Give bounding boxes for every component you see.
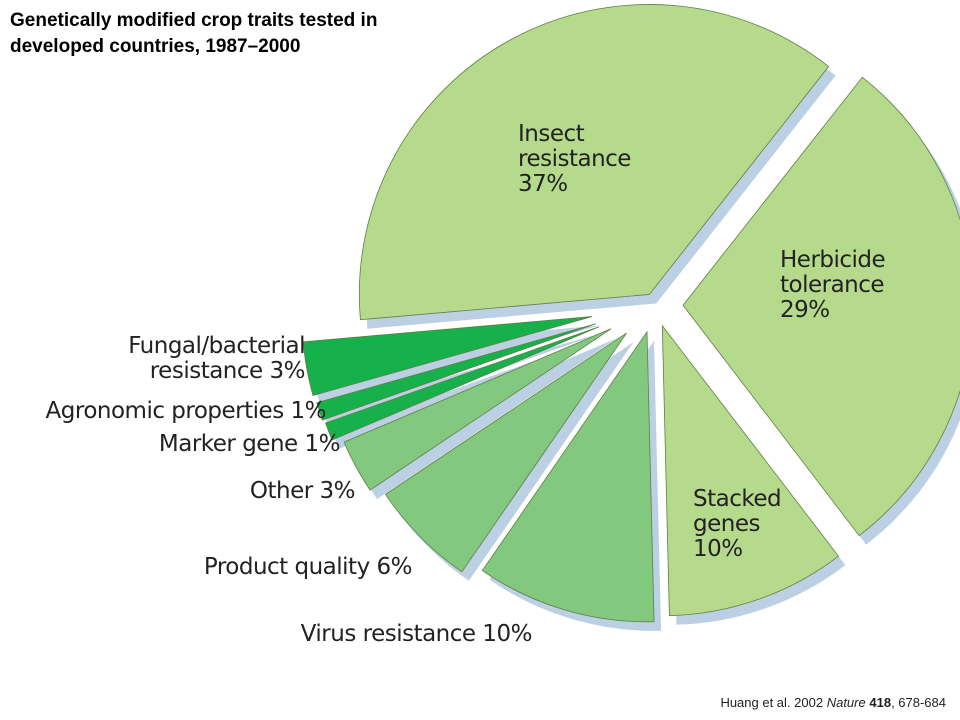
slice-label: Herbicide tolerance 29%: [780, 248, 930, 323]
source-journal: Nature: [826, 695, 866, 710]
category-label: Herbicide tolerance: [780, 247, 886, 298]
category-label: Virus resistance: [300, 621, 476, 647]
slice-label: Product quality 6%: [80, 554, 413, 580]
slice-label: Stacked genes 10%: [693, 487, 803, 562]
slice-label: Fungal/bacterial resistance 3%: [60, 334, 305, 384]
value-label: 10%: [693, 536, 743, 562]
slice: [343, 328, 612, 491]
slice-label: Agronomic properties 1%: [0, 398, 327, 424]
value-label: 10%: [482, 621, 532, 647]
category-label: Marker gene: [158, 431, 298, 457]
slice: [325, 326, 600, 441]
category-label: Insect resistance: [518, 121, 631, 172]
value-label: 29%: [780, 297, 830, 323]
slice: [316, 323, 597, 421]
category-label: Fungal/bacterial resistance: [128, 333, 305, 384]
value-label: 6%: [376, 554, 413, 580]
category-label: Agronomic properties: [45, 398, 285, 424]
value-label: 1%: [290, 398, 327, 424]
slice-label: Marker gene 1%: [0, 431, 341, 457]
slice-label: Virus resistance 10%: [230, 621, 533, 647]
slice: [481, 330, 655, 623]
category-label: Stacked genes: [693, 486, 782, 537]
category-label: Product quality: [203, 554, 370, 580]
slice: [358, 4, 830, 321]
source: Huang et al. 2002 Nature 418, 678-684: [720, 695, 946, 710]
slice-shadow: [351, 337, 619, 500]
slice: [661, 324, 840, 617]
source-volume: 418: [869, 695, 892, 710]
category-label: Other: [249, 478, 313, 504]
source-pages: , 678-684: [891, 695, 946, 710]
value-label: 37%: [518, 171, 568, 197]
slice-label: Other 3%: [80, 478, 356, 504]
value-label: 3%: [319, 478, 356, 504]
slice: [384, 332, 627, 573]
slice: [302, 316, 593, 397]
chart-title: Genetically modified crop traits tested …: [10, 10, 378, 57]
slice-label: Insect resistance 37%: [518, 122, 658, 197]
source-authors: Huang et al. 2002: [720, 695, 824, 710]
value-label: 3%: [269, 358, 306, 384]
slice: [682, 76, 960, 537]
value-label: 1%: [304, 431, 341, 457]
